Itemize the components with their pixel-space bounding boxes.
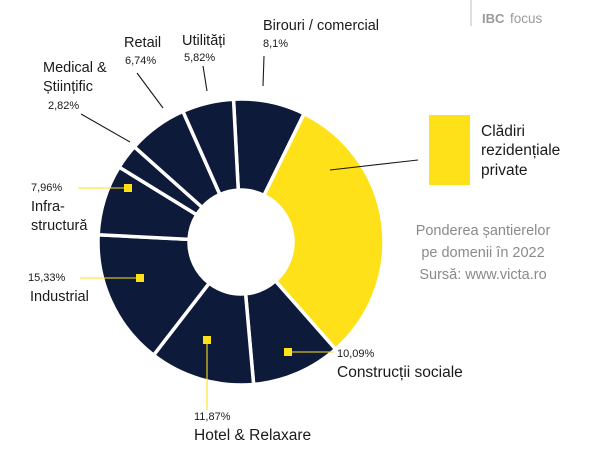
brand-logo: IBC focus: [470, 0, 543, 26]
leader-dot-5: [124, 184, 132, 192]
slice-labels: Birouri / comercial 8,1% Clădiri rezidenția…: [28, 18, 560, 444]
slice-value-8: 5,82%: [184, 52, 215, 64]
logo-mark: IBC: [482, 11, 505, 26]
logo-word: focus: [510, 11, 543, 26]
slice-name-4-0: Industrial: [30, 289, 89, 305]
slice-value-3: 11,87%: [194, 411, 231, 423]
leader-dot-4: [136, 274, 144, 282]
slice-value-4: 15,33%: [28, 272, 66, 284]
slice-name-3-0: Hotel & Relaxare: [194, 427, 311, 444]
slice-4: [96, 232, 211, 357]
slice-value-7: 6,74%: [125, 55, 156, 67]
slice-8: [181, 97, 241, 197]
slice-name-6-1: Științific: [43, 79, 93, 95]
slice-value-5: 7,96%: [31, 182, 62, 194]
highlight-block: [429, 115, 470, 185]
slice-value-6: 2,82%: [48, 100, 79, 112]
slice-name-8-0: Utilități: [182, 33, 226, 49]
slice-name-5-1: structură: [31, 218, 88, 234]
leader-dot-3: [203, 336, 211, 344]
slice-name-5-0: Infra-: [31, 199, 65, 215]
note-line-3: Sursă: www.victa.ro: [419, 267, 546, 283]
slice-name-1-2: private: [481, 162, 528, 179]
slice-name-0-0: Birouri / comercial: [263, 18, 379, 34]
donut-slices: [96, 97, 386, 387]
slice-name-6-0: Medical &: [43, 60, 107, 76]
leader-dot-2: [284, 348, 292, 356]
leader-line-1: [329, 159, 419, 171]
slice-value-2: 10,09%: [337, 348, 375, 360]
slice-name-1-0: Clădiri: [481, 123, 525, 140]
slice-value-0: 8,1%: [263, 38, 288, 50]
slice-1: [262, 111, 386, 351]
slice-name-1-1: rezidențiale: [481, 142, 560, 159]
note-line-1: Ponderea șantierelor: [416, 223, 551, 239]
leader-line-8: [202, 65, 208, 92]
slice-name-2-0: Construcții sociale: [337, 364, 463, 381]
slice-name-7-0: Retail: [124, 35, 161, 51]
leader-line-7: [136, 72, 164, 109]
leader-line-0: [262, 55, 265, 87]
leader-line-6: [80, 113, 131, 143]
source-note: Ponderea șantierelor pe domenii în 2022 …: [416, 223, 551, 283]
note-line-2: pe domenii în 2022: [421, 245, 544, 261]
leader-lines: [78, 55, 419, 410]
